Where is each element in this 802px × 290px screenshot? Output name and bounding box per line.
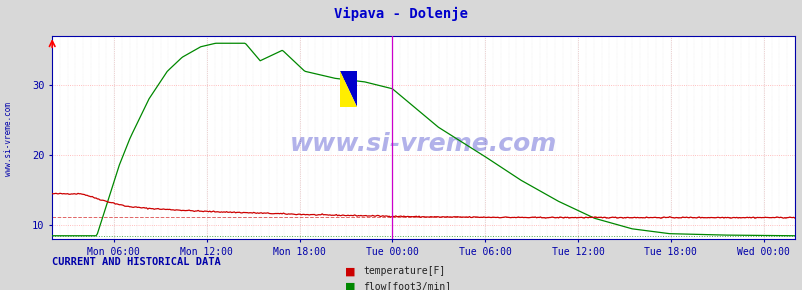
Text: ■: ■ — [345, 281, 355, 290]
Polygon shape — [340, 71, 356, 107]
Text: www.si-vreme.com: www.si-vreme.com — [290, 132, 557, 156]
Text: CURRENT AND HISTORICAL DATA: CURRENT AND HISTORICAL DATA — [52, 257, 221, 267]
Text: ■: ■ — [345, 266, 355, 276]
Text: Vipava - Dolenje: Vipava - Dolenje — [334, 7, 468, 21]
Text: temperature[F]: temperature[F] — [363, 266, 444, 276]
Polygon shape — [340, 71, 356, 107]
Text: www.si-vreme.com: www.si-vreme.com — [3, 102, 13, 176]
Text: flow[foot3/min]: flow[foot3/min] — [363, 281, 451, 290]
